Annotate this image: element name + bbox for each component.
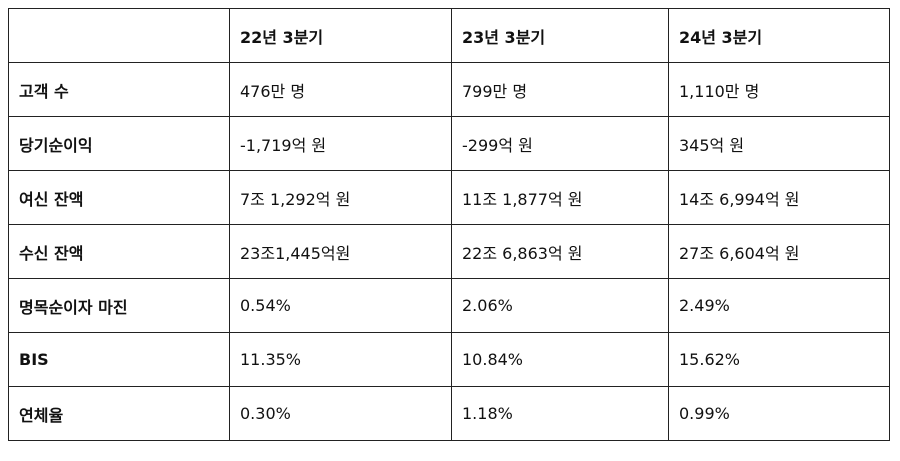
table-cell: 345억 원 — [668, 116, 890, 171]
table-body: 고객 수 476만 명 799만 명 1,110만 명 당기순이익 -1,719억 원 -2… — [8, 62, 890, 441]
table-cell: 14조 6,994억 원 — [668, 170, 890, 225]
table-cell: -1,719억 원 — [229, 116, 452, 171]
table-row: BIS 11.35% 10.84% 15.62% — [8, 332, 890, 387]
table-row: 고객 수 476만 명 799만 명 1,110만 명 — [8, 62, 890, 117]
data-table: 22년 3분기 23년 3분기 24년 3분기 고객 수 476만 명 799만 명 1,… — [8, 8, 890, 441]
row-label: 수신 잔액 — [8, 224, 230, 279]
row-label: 여신 잔액 — [8, 170, 230, 225]
table-cell: 11.35% — [229, 332, 452, 387]
table-cell: 0.54% — [229, 278, 452, 333]
table-cell: 0.30% — [229, 386, 452, 441]
table-cell: 2.49% — [668, 278, 890, 333]
row-label: BIS — [8, 332, 230, 387]
column-header: 24년 3분기 — [668, 8, 890, 63]
table-cell: 1,110만 명 — [668, 62, 890, 117]
row-label: 연체율 — [8, 386, 230, 441]
table-cell: 0.99% — [668, 386, 890, 441]
table-cell: 27조 6,604억 원 — [668, 224, 890, 279]
table-cell: -299억 원 — [451, 116, 669, 171]
table-cell: 7조 1,292억 원 — [229, 170, 452, 225]
table-cell: 1.18% — [451, 386, 669, 441]
table-cell: 10.84% — [451, 332, 669, 387]
table-cell: 476만 명 — [229, 62, 452, 117]
table-row: 수신 잔액 23조1,445억원 22조 6,863억 원 27조 6,604억 원 — [8, 224, 890, 279]
table-row: 연체율 0.30% 1.18% 0.99% — [8, 386, 890, 441]
row-label: 명목순이자 마진 — [8, 278, 230, 333]
table-header: 22년 3분기 23년 3분기 24년 3분기 — [8, 8, 890, 63]
table-row: 명목순이자 마진 0.54% 2.06% 2.49% — [8, 278, 890, 333]
header-row: 22년 3분기 23년 3분기 24년 3분기 — [8, 8, 890, 63]
column-header: 23년 3분기 — [451, 8, 669, 63]
table-cell: 2.06% — [451, 278, 669, 333]
table-cell: 22조 6,863억 원 — [451, 224, 669, 279]
table-row: 여신 잔액 7조 1,292억 원 11조 1,877억 원 14조 6,994억 원 — [8, 170, 890, 225]
column-header: 22년 3분기 — [229, 8, 452, 63]
table-row: 당기순이익 -1,719억 원 -299억 원 345억 원 — [8, 116, 890, 171]
table-cell: 23조1,445억원 — [229, 224, 452, 279]
table-cell: 15.62% — [668, 332, 890, 387]
row-label: 고객 수 — [8, 62, 230, 117]
table-cell: 11조 1,877억 원 — [451, 170, 669, 225]
table-cell: 799만 명 — [451, 62, 669, 117]
header-corner — [8, 8, 230, 63]
row-label: 당기순이익 — [8, 116, 230, 171]
